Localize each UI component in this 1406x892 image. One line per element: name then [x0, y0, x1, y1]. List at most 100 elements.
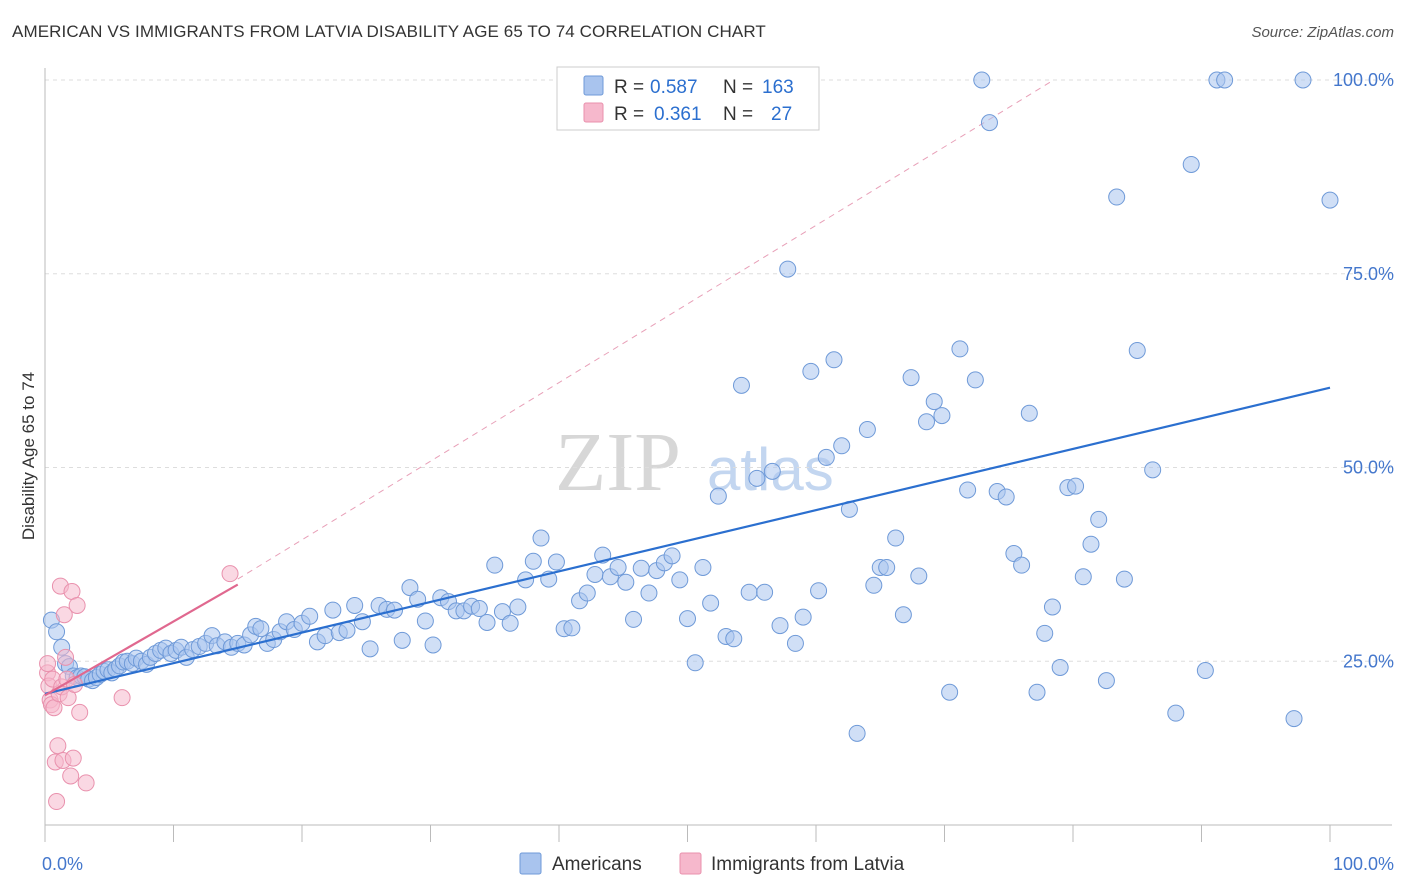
- point-americans: [48, 623, 66, 641]
- point-americans: [586, 565, 604, 583]
- point-americans: [1051, 658, 1069, 676]
- point-americans: [910, 567, 928, 585]
- point-latvia: [64, 749, 82, 767]
- point-americans: [338, 621, 356, 639]
- point-americans: [617, 573, 635, 591]
- point-americans: [509, 598, 527, 616]
- point-latvia: [71, 703, 89, 721]
- point-americans: [578, 584, 596, 602]
- legend-top: R = 0.587 N = 163 R = 0.361 N = 27: [556, 66, 820, 131]
- point-americans: [702, 594, 720, 612]
- point-latvia: [68, 596, 86, 614]
- point-americans: [779, 260, 797, 278]
- point-americans: [894, 606, 912, 624]
- point-americans: [966, 371, 984, 389]
- point-latvia: [221, 565, 239, 583]
- y-tick-label: 100.0%: [1333, 70, 1394, 90]
- point-americans: [878, 558, 896, 576]
- point-americans: [786, 634, 804, 652]
- point-americans: [563, 619, 581, 637]
- legend-bottom-label-americans: Americans: [552, 854, 642, 875]
- point-americans: [1216, 71, 1234, 89]
- point-americans: [478, 614, 496, 631]
- point-americans: [1196, 662, 1214, 680]
- legend-bottom-label-latvia: Immigrants from Latvia: [711, 854, 905, 875]
- trend-lines: [44, 386, 1331, 697]
- point-americans: [865, 576, 883, 594]
- point-americans: [997, 488, 1015, 506]
- point-americans: [833, 437, 851, 455]
- point-americans: [686, 654, 704, 672]
- point-americans: [740, 583, 758, 601]
- point-americans: [640, 584, 658, 602]
- y-tick-label: 50.0%: [1343, 458, 1394, 478]
- point-americans: [941, 683, 959, 701]
- point-americans: [416, 612, 434, 630]
- point-americans: [794, 608, 812, 626]
- point-americans: [902, 369, 920, 387]
- legend-r-value: 0.361: [654, 104, 702, 125]
- point-latvia: [49, 737, 67, 755]
- point-latvia: [48, 793, 66, 811]
- point-americans: [848, 724, 866, 742]
- point-americans: [470, 600, 488, 618]
- point-americans: [1036, 624, 1054, 642]
- point-americans: [1144, 461, 1162, 479]
- point-americans: [1074, 568, 1092, 586]
- legend-n-label: N =: [723, 77, 753, 98]
- point-americans: [1020, 404, 1038, 422]
- point-americans: [933, 407, 951, 425]
- point-americans: [1108, 188, 1126, 206]
- x-tick-label: 0.0%: [42, 854, 83, 874]
- point-americans: [980, 114, 998, 132]
- legend-n-label: N =: [723, 104, 753, 125]
- point-americans: [756, 583, 774, 601]
- watermark-zip: ZIP: [555, 416, 681, 509]
- point-americans: [694, 558, 712, 576]
- point-americans: [1090, 510, 1108, 528]
- point-americans: [763, 462, 781, 480]
- point-latvia: [62, 767, 80, 785]
- point-americans: [1321, 191, 1339, 209]
- point-americans: [547, 553, 565, 571]
- data-points: [39, 71, 1339, 811]
- point-americans: [424, 636, 442, 654]
- point-americans: [609, 558, 627, 576]
- point-americans: [858, 421, 876, 439]
- point-americans: [501, 614, 519, 632]
- trend-line-latvia: [44, 583, 239, 697]
- y-tick-label: 75.0%: [1343, 264, 1394, 284]
- legend-r-label: R =: [614, 104, 644, 125]
- point-americans: [1182, 155, 1200, 173]
- point-americans: [771, 617, 789, 635]
- legend-n-value: 163: [762, 77, 794, 98]
- x-tick-label: 100.0%: [1333, 854, 1394, 874]
- tick-labels: 25.0% 50.0% 75.0% 100.0% 0.0% 100.0%: [42, 70, 1394, 874]
- point-latvia: [57, 648, 75, 666]
- point-americans: [973, 71, 991, 89]
- point-americans: [887, 529, 905, 547]
- trend-line-americans: [44, 386, 1331, 695]
- point-americans: [748, 469, 766, 487]
- legend-bottom-swatch-americans: [519, 852, 542, 875]
- point-americans: [825, 351, 843, 369]
- point-americans: [663, 547, 681, 565]
- legend-swatch-americans: [583, 75, 604, 96]
- legend-swatch-latvia: [583, 102, 604, 123]
- point-americans: [810, 582, 828, 600]
- point-americans: [671, 571, 689, 589]
- point-americans: [679, 610, 696, 628]
- point-americans: [324, 601, 342, 619]
- point-americans: [301, 607, 319, 625]
- legend-bottom-swatch-latvia: [679, 852, 702, 875]
- point-americans: [1013, 556, 1031, 574]
- point-americans: [625, 610, 643, 628]
- point-latvia: [113, 689, 131, 707]
- point-latvia: [55, 606, 73, 624]
- point-americans: [959, 481, 977, 499]
- chart-title: AMERICAN VS IMMIGRANTS FROM LATVIA DISAB…: [12, 22, 766, 41]
- y-axis-label: Disability Age 65 to 74: [19, 372, 38, 540]
- point-americans: [1082, 535, 1100, 553]
- reference-diagonal: [237, 79, 1054, 580]
